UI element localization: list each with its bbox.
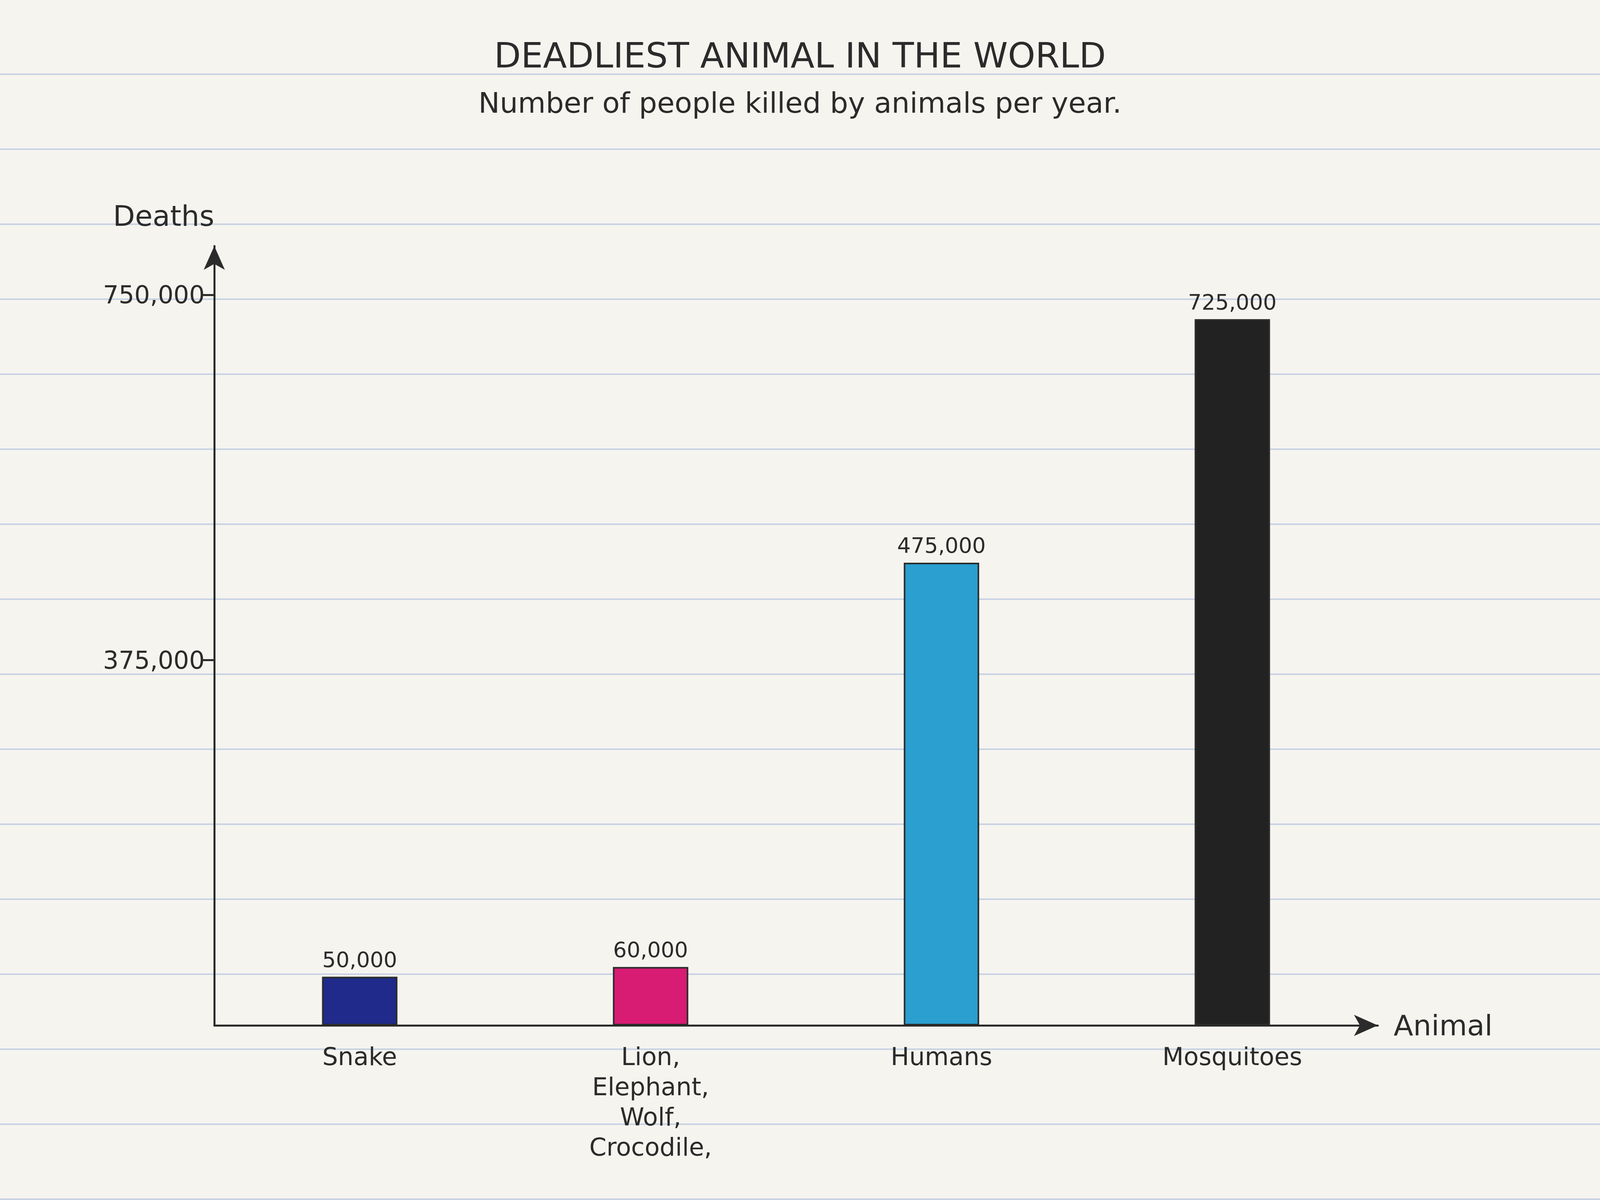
svg-text:Elephant,: Elephant, — [592, 1072, 710, 1102]
svg-text:Humans: Humans — [890, 1042, 993, 1072]
svg-text:Deaths: Deaths — [113, 199, 215, 233]
svg-text:Mosquitoes: Mosquitoes — [1162, 1042, 1302, 1072]
svg-text:60,000: 60,000 — [613, 937, 689, 963]
svg-text:475,000: 475,000 — [897, 532, 986, 558]
svg-text:Wolf,: Wolf, — [619, 1102, 681, 1132]
svg-text:725,000: 725,000 — [1188, 289, 1277, 315]
svg-text:Number of people killed by ani: Number of people killed by animals per y… — [478, 86, 1122, 120]
svg-text:Snake: Snake — [322, 1042, 397, 1072]
svg-text:Animal: Animal — [1393, 1008, 1493, 1043]
svg-text:375,000: 375,000 — [103, 645, 205, 675]
svg-text:Lion,: Lion, — [621, 1042, 681, 1072]
svg-text:750,000: 750,000 — [103, 280, 205, 310]
svg-text:50,000: 50,000 — [322, 947, 398, 973]
svg-text:Crocodile,: Crocodile, — [589, 1132, 712, 1162]
svg-text:DEADLIEST ANIMAL IN THE WORLD: DEADLIEST ANIMAL IN THE WORLD — [494, 34, 1106, 76]
